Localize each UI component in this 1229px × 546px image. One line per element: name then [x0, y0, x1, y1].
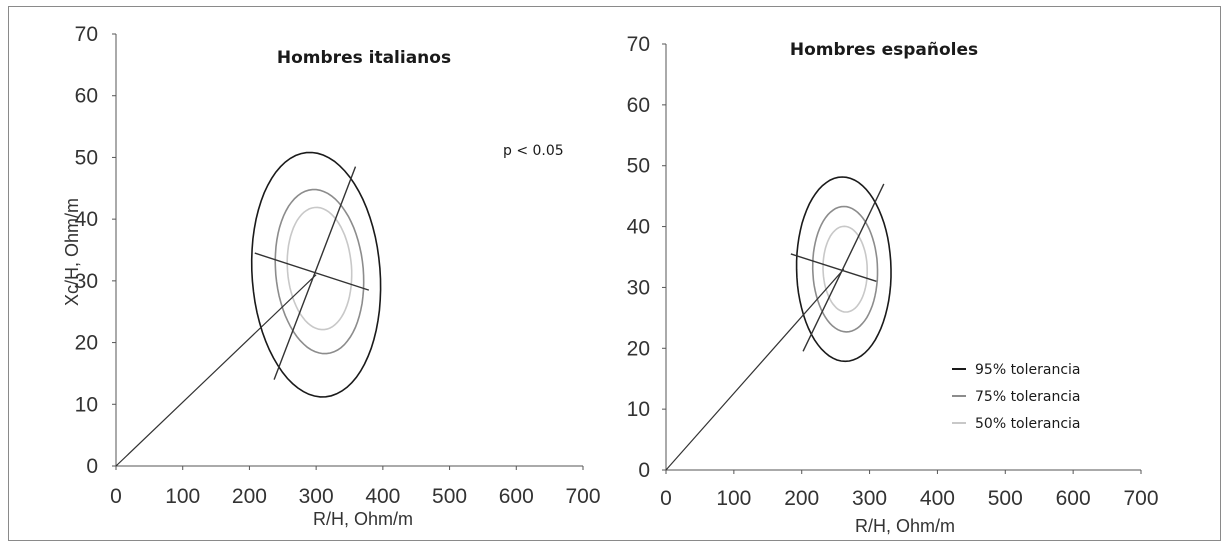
y-tick-label: 20: [75, 332, 98, 355]
x-tick-label: 600: [1056, 487, 1091, 510]
x-tick-label: 100: [716, 487, 751, 510]
legend: 95% tolerancia 75% tolerancia 50% toleranc…: [952, 362, 1081, 432]
legend-label: 75% tolerancia: [975, 389, 1081, 405]
x-tick-label: 300: [852, 487, 887, 510]
tolerance-ellipse: [274, 188, 365, 355]
figure-border: [8, 6, 1221, 541]
chart-title: Hombres españoles: [790, 40, 978, 60]
y-tick-label: 40: [627, 216, 650, 239]
x-tick-label: 700: [565, 485, 600, 508]
tolerance-ellipse: [822, 225, 868, 313]
y-tick-label: 10: [75, 393, 98, 416]
x-tick-label: 500: [432, 485, 467, 508]
legend-label: 50% tolerancia: [975, 416, 1081, 432]
y-tick-label: 40: [75, 208, 98, 231]
chart-panel-espanoles: Hombres españoles R/H, Ohm/m 95% toleran…: [627, 33, 1159, 536]
significance-note: p < 0.05: [503, 143, 564, 159]
x-tick-label: 700: [1123, 487, 1158, 510]
y-tick-label: 0: [86, 455, 98, 478]
y-tick-label: 70: [627, 33, 650, 56]
y-tick-label: 50: [627, 155, 650, 178]
x-tick-label: 400: [365, 485, 400, 508]
y-tick-label: 10: [627, 398, 650, 421]
tolerance-ellipse: [286, 206, 353, 331]
x-axis-label: R/H, Ohm/m: [313, 509, 413, 529]
y-tick-label: 30: [75, 270, 98, 293]
ellipse-major-axis: [802, 183, 885, 352]
x-tick-label: 500: [988, 487, 1023, 510]
y-tick-label: 60: [627, 94, 650, 117]
ellipse-minor-axis: [254, 252, 370, 291]
ellipse-minor-axis: [790, 253, 877, 283]
x-tick-label: 100: [165, 485, 200, 508]
origin-vector-line: [115, 274, 317, 467]
chart-panel-italianos: Hombres italianos p < 0.05 R/H, Ohm/m Xc…: [62, 23, 601, 529]
x-tick-label: 600: [499, 485, 534, 508]
x-tick-label: 300: [299, 485, 334, 508]
y-tick-label: 60: [75, 85, 98, 108]
y-axis-label: Xc/H, Ohm/m: [62, 198, 82, 306]
x-axis-label: R/H, Ohm/m: [855, 516, 955, 536]
tolerance-ellipse: [795, 176, 892, 363]
chart-title: Hombres italianos: [277, 48, 451, 68]
y-tick-label: 0: [638, 459, 650, 482]
origin-vector-line: [665, 268, 845, 471]
y-tick-label: 50: [75, 146, 98, 169]
x-tick-label: 200: [784, 487, 819, 510]
y-tick-label: 70: [75, 23, 98, 46]
tolerance-ellipse: [250, 151, 382, 398]
legend-label: 95% tolerancia: [975, 362, 1081, 378]
x-tick-label: 200: [232, 485, 267, 508]
y-tick-label: 30: [627, 276, 650, 299]
x-tick-label: 0: [660, 487, 672, 510]
x-tick-label: 400: [920, 487, 955, 510]
x-tick-label: 0: [110, 485, 122, 508]
tolerance-ellipse: [811, 205, 879, 333]
y-tick-label: 20: [627, 337, 650, 360]
